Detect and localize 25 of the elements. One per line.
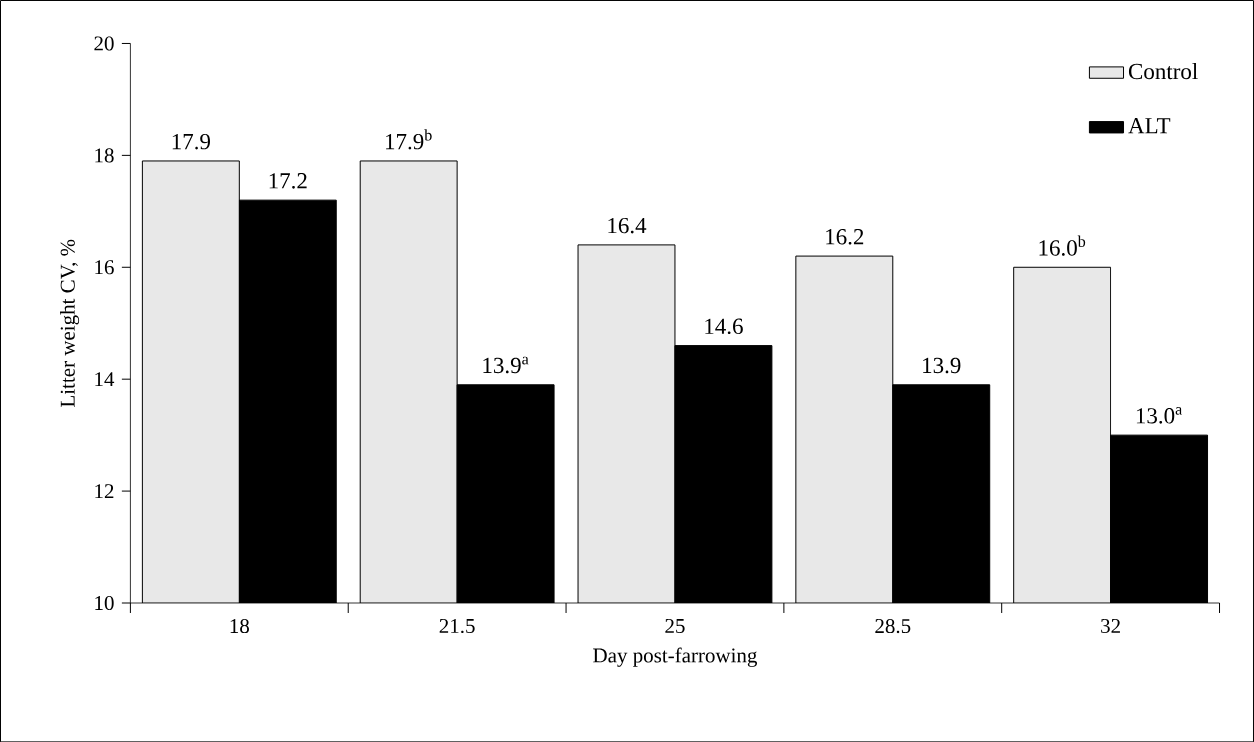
data-label: 17.9$^{b}$ — [386, 129, 432, 150]
x-tick-label: 32 — [1101, 618, 1120, 633]
y-tick-label: 16 — [95, 260, 114, 275]
data-label: 17.9 — [172, 133, 210, 150]
data-label: 13.9 — [923, 357, 961, 374]
data-label: 13.0$^{a}$ — [1136, 406, 1183, 424]
legend-label: ALT — [1128, 117, 1171, 134]
x-tick-label: 28.5 — [875, 618, 911, 633]
legend-label: Control — [1128, 62, 1198, 80]
x-axis-title: Day post-farrowing — [593, 647, 758, 667]
x-tick-label: 25 — [665, 618, 685, 633]
data-label: 13.9$^{a}$ — [483, 356, 529, 374]
data-label: 14.6 — [705, 318, 743, 334]
y-tick-label: 20 — [94, 36, 114, 51]
data-label: 16.2 — [826, 228, 864, 245]
y-tick-label: 10 — [95, 595, 114, 610]
y-tick-label: 18 — [95, 148, 114, 163]
y-axis-title: Litter weight CV, % — [60, 239, 80, 407]
data-label: 17.2 — [269, 172, 307, 189]
data-label: 16.0$^{b}$ — [1039, 235, 1086, 256]
y-tick-label: 12 — [95, 483, 114, 498]
x-tick-label: 18 — [230, 618, 249, 633]
data-label: 16.4 — [608, 217, 647, 234]
x-tick-label: 21.5 — [439, 618, 475, 633]
y-tick-label: 14 — [95, 372, 115, 386]
